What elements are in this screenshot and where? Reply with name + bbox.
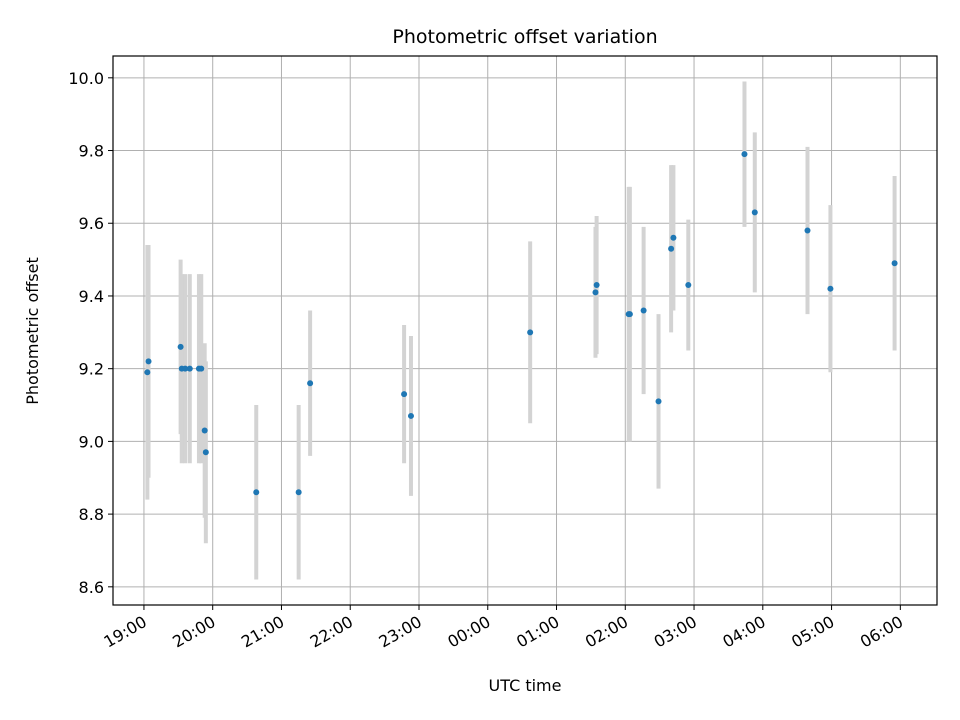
data-point [592, 289, 599, 296]
chart-title: Photometric offset variation [392, 26, 657, 48]
data-point [253, 489, 260, 496]
x-axis-label: UTC time [489, 676, 562, 695]
data-point [202, 449, 209, 456]
data-point [527, 329, 534, 336]
y-tick-label: 9.6 [79, 214, 104, 233]
y-tick-label: 9.4 [79, 287, 104, 306]
y-tick-label: 10.0 [68, 69, 104, 88]
data-point [307, 380, 314, 387]
data-point [626, 311, 633, 318]
data-point [804, 227, 811, 234]
data-point [827, 285, 834, 292]
y-tick-label: 9.2 [79, 360, 104, 379]
data-point [295, 489, 302, 496]
y-tick-label: 9.0 [79, 432, 104, 451]
data-point [640, 307, 647, 314]
data-point [670, 234, 677, 241]
data-point [407, 412, 414, 419]
y-tick-label: 8.6 [79, 578, 104, 597]
data-point [741, 151, 748, 158]
data-point [177, 343, 184, 350]
data-point [182, 365, 189, 372]
y-axis-label: Photometric offset [23, 257, 42, 405]
plot-frame [112, 55, 938, 606]
data-point [145, 358, 152, 365]
data-point [401, 391, 408, 398]
data-point [201, 427, 208, 434]
y-tick-label: 8.8 [79, 505, 104, 524]
y-tick-label: 9.8 [79, 142, 104, 161]
data-point [891, 260, 898, 267]
data-point [198, 365, 205, 372]
data-point [751, 209, 758, 216]
data-point [186, 365, 193, 372]
data-point [144, 369, 151, 376]
data-point [655, 398, 662, 405]
data-point [593, 282, 600, 289]
data-points [144, 151, 898, 496]
data-point [685, 282, 692, 289]
data-point [668, 245, 675, 252]
y-axis: 8.6 8.8 9.0 9.2 9.4 9.6 9.8 10.0 [68, 69, 113, 597]
